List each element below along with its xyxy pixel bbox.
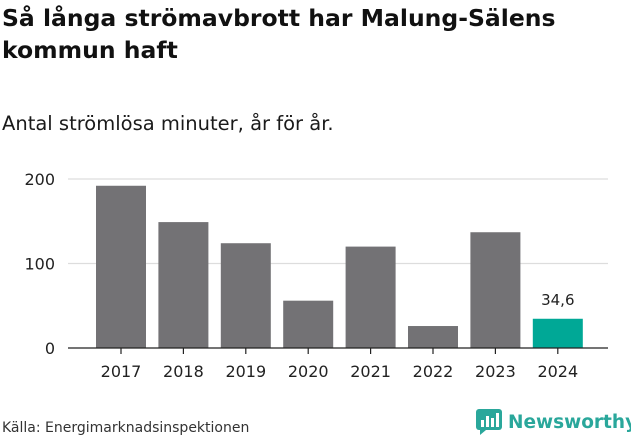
y-tick-label: 0	[45, 339, 55, 358]
bar-2020	[283, 300, 334, 348]
source-note: Källa: Energimarknadsinspektionen	[2, 420, 250, 436]
x-tick-label: 2020	[288, 362, 329, 381]
x-tick-label: 2019	[225, 362, 266, 381]
data-label-2024: 34,6	[541, 291, 574, 309]
x-tick-label: 2024	[537, 362, 578, 381]
bar-2022	[408, 326, 458, 348]
x-axis-ticks: 2017 2018 2019 2020 2021 2022 2023 2024	[101, 348, 578, 381]
chart-title: Så långa strömavbrott har Malung-Sälens …	[2, 4, 556, 64]
x-tick-label: 2023	[475, 362, 516, 381]
x-tick-label: 2022	[413, 362, 454, 381]
bar-2023	[470, 232, 521, 348]
bar-2021	[345, 246, 396, 348]
data-labels: 34,6	[541, 291, 574, 309]
y-tick-label: 200	[24, 170, 55, 189]
y-axis-ticks: 0 100 200	[24, 170, 55, 358]
brand-name: Newsworthy	[508, 411, 631, 433]
x-tick-label: 2018	[163, 362, 204, 381]
y-tick-label: 100	[24, 255, 55, 274]
bar-2019	[220, 243, 271, 348]
gridlines	[68, 178, 608, 265]
x-tick-label: 2017	[101, 362, 142, 381]
newsworthy-logo-icon	[476, 409, 502, 435]
chart-subtitle: Antal strömlösa minuter, år för år.	[2, 112, 334, 135]
x-tick-label: 2021	[350, 362, 391, 381]
bar-2024	[532, 318, 583, 348]
bar-2017	[96, 185, 146, 348]
bars	[96, 185, 583, 348]
brand-logo: Newsworthy	[476, 407, 631, 437]
bar-2018	[158, 222, 209, 348]
